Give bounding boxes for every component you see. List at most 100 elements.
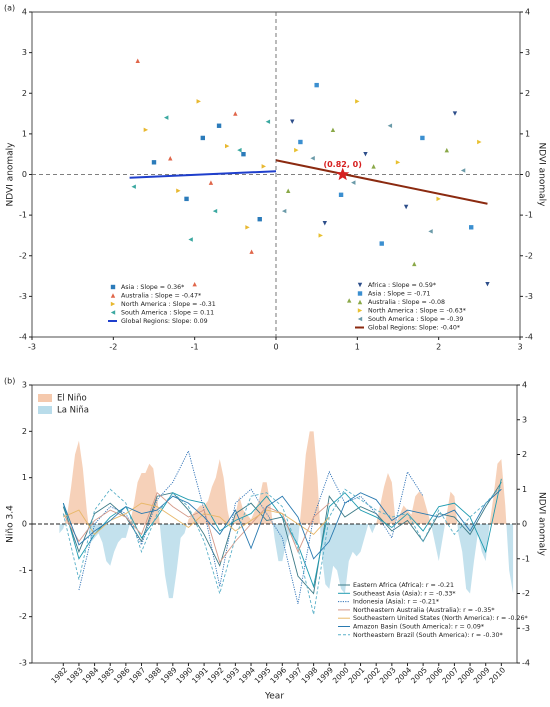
x-tick-label: 1982	[49, 665, 69, 685]
point	[351, 180, 356, 185]
x-tick-label: 2009	[472, 665, 492, 685]
x-tick-label: 1995	[253, 665, 273, 685]
point	[444, 147, 449, 153]
point	[298, 139, 303, 145]
y-tick-label: 3	[22, 48, 27, 57]
point	[347, 298, 352, 303]
x-tick-label: 1	[355, 343, 360, 352]
legend-swatch	[110, 301, 116, 307]
legend-swatch	[38, 394, 52, 402]
legend-label: Northeastern Brazil (South America): r =…	[353, 632, 503, 639]
y2-tick-label: 3	[525, 48, 530, 57]
x-tick-label: 1990	[174, 665, 194, 685]
y-tick-label: 0	[22, 170, 27, 179]
x-tick-label: 1986	[112, 665, 132, 685]
panel-label: (a)	[4, 4, 15, 13]
legend-label: La Niña	[57, 406, 89, 416]
legend-label: South America : Slope = 0.11	[121, 310, 214, 317]
y2-tick-label: -3	[525, 292, 533, 301]
legend-label: Amazon Basin (South America): r = 0.09*	[353, 624, 484, 631]
y-tick-label: 2	[22, 427, 27, 436]
legend-swatch	[357, 291, 363, 296]
point	[363, 151, 368, 157]
y-tick-label: 4	[22, 8, 27, 17]
la-nina-area	[59, 524, 514, 599]
x-tick-label: 3	[517, 343, 522, 352]
point	[286, 188, 291, 193]
annotation-text: (0.82, 0)	[323, 160, 361, 169]
x-tick-label: 1989	[159, 665, 179, 685]
y-tick-label: -3	[19, 292, 27, 301]
x-tick-label: 1985	[96, 665, 116, 685]
point	[200, 135, 205, 141]
y2-tick-label: -2	[525, 251, 533, 260]
point	[371, 164, 376, 169]
el-nino-area	[59, 431, 514, 524]
y-tick-label: 2	[22, 89, 27, 98]
ndvi-line	[62, 485, 502, 615]
legend-label: Indonesia (Asia): r = -0.21*	[353, 599, 439, 606]
x-tick-label: 1993	[221, 665, 241, 685]
legend-label: Southeastern United States (North Americ…	[353, 615, 528, 622]
y2-tick-label: 4	[522, 381, 527, 390]
ndvi-line	[62, 478, 502, 589]
point	[403, 204, 409, 210]
x-tick-label: 0	[273, 343, 278, 352]
point	[395, 160, 401, 165]
point	[265, 119, 271, 124]
y2-axis-label: NDVI anomaly	[537, 142, 547, 207]
x-tick-label: 2008	[456, 665, 476, 685]
legend-label: North America : Slope = -0.63*	[368, 308, 466, 315]
x-tick-label: 2000	[331, 665, 351, 685]
x-tick-label: 2005	[409, 665, 429, 685]
y2-tick-label: 2	[522, 450, 527, 459]
point	[322, 221, 327, 226]
fit-line	[275, 159, 488, 205]
x-tick-label: 2003	[378, 665, 398, 685]
y2-tick-label: -3	[522, 624, 530, 633]
annotation-star	[336, 167, 350, 181]
y2-tick-label: -1	[522, 554, 530, 563]
x-tick-label: -3	[28, 343, 36, 352]
legend-swatch	[110, 293, 116, 298]
x-tick-label: 1996	[268, 665, 288, 685]
y2-tick-label: 2	[525, 89, 530, 98]
y-tick-label: -1	[19, 211, 27, 220]
y2-tick-label: -4	[522, 659, 530, 668]
point	[249, 249, 254, 254]
y-tick-label: -4	[19, 333, 27, 342]
y-tick-label: -1	[19, 566, 27, 575]
point	[338, 192, 344, 198]
legend-label: Northeastern Australia (Australia): r = …	[353, 607, 495, 614]
y-axis-label: Niño 3.4	[6, 505, 16, 543]
point	[469, 225, 474, 230]
legend-swatch	[110, 310, 116, 315]
x-tick-label: 1992	[206, 665, 226, 685]
legend-label: El Niño	[57, 394, 87, 404]
point	[225, 143, 230, 149]
point	[245, 225, 250, 230]
ndvi-line	[62, 491, 330, 564]
x-tick-label: 2006	[425, 665, 445, 685]
point	[420, 135, 425, 141]
x-tick-label: 1998	[300, 665, 320, 685]
point	[379, 241, 384, 246]
y2-tick-label: 1	[522, 485, 527, 494]
x-tick-label: 1999	[315, 665, 335, 685]
point	[330, 127, 336, 133]
legend-swatch	[357, 316, 363, 322]
point	[131, 184, 136, 189]
point	[485, 281, 490, 287]
point	[168, 156, 173, 161]
point	[281, 208, 287, 214]
point	[216, 123, 222, 128]
point	[294, 147, 299, 153]
y2-tick-label: 4	[525, 8, 530, 17]
legend-swatch	[357, 282, 363, 288]
legend-swatch	[357, 308, 363, 313]
point	[477, 139, 482, 145]
x-tick-label: -1	[191, 343, 199, 352]
legend-label: Asia : Slope = -0.71	[368, 291, 430, 298]
legend-label: Global Regions: Slope: 0.09	[121, 318, 208, 325]
